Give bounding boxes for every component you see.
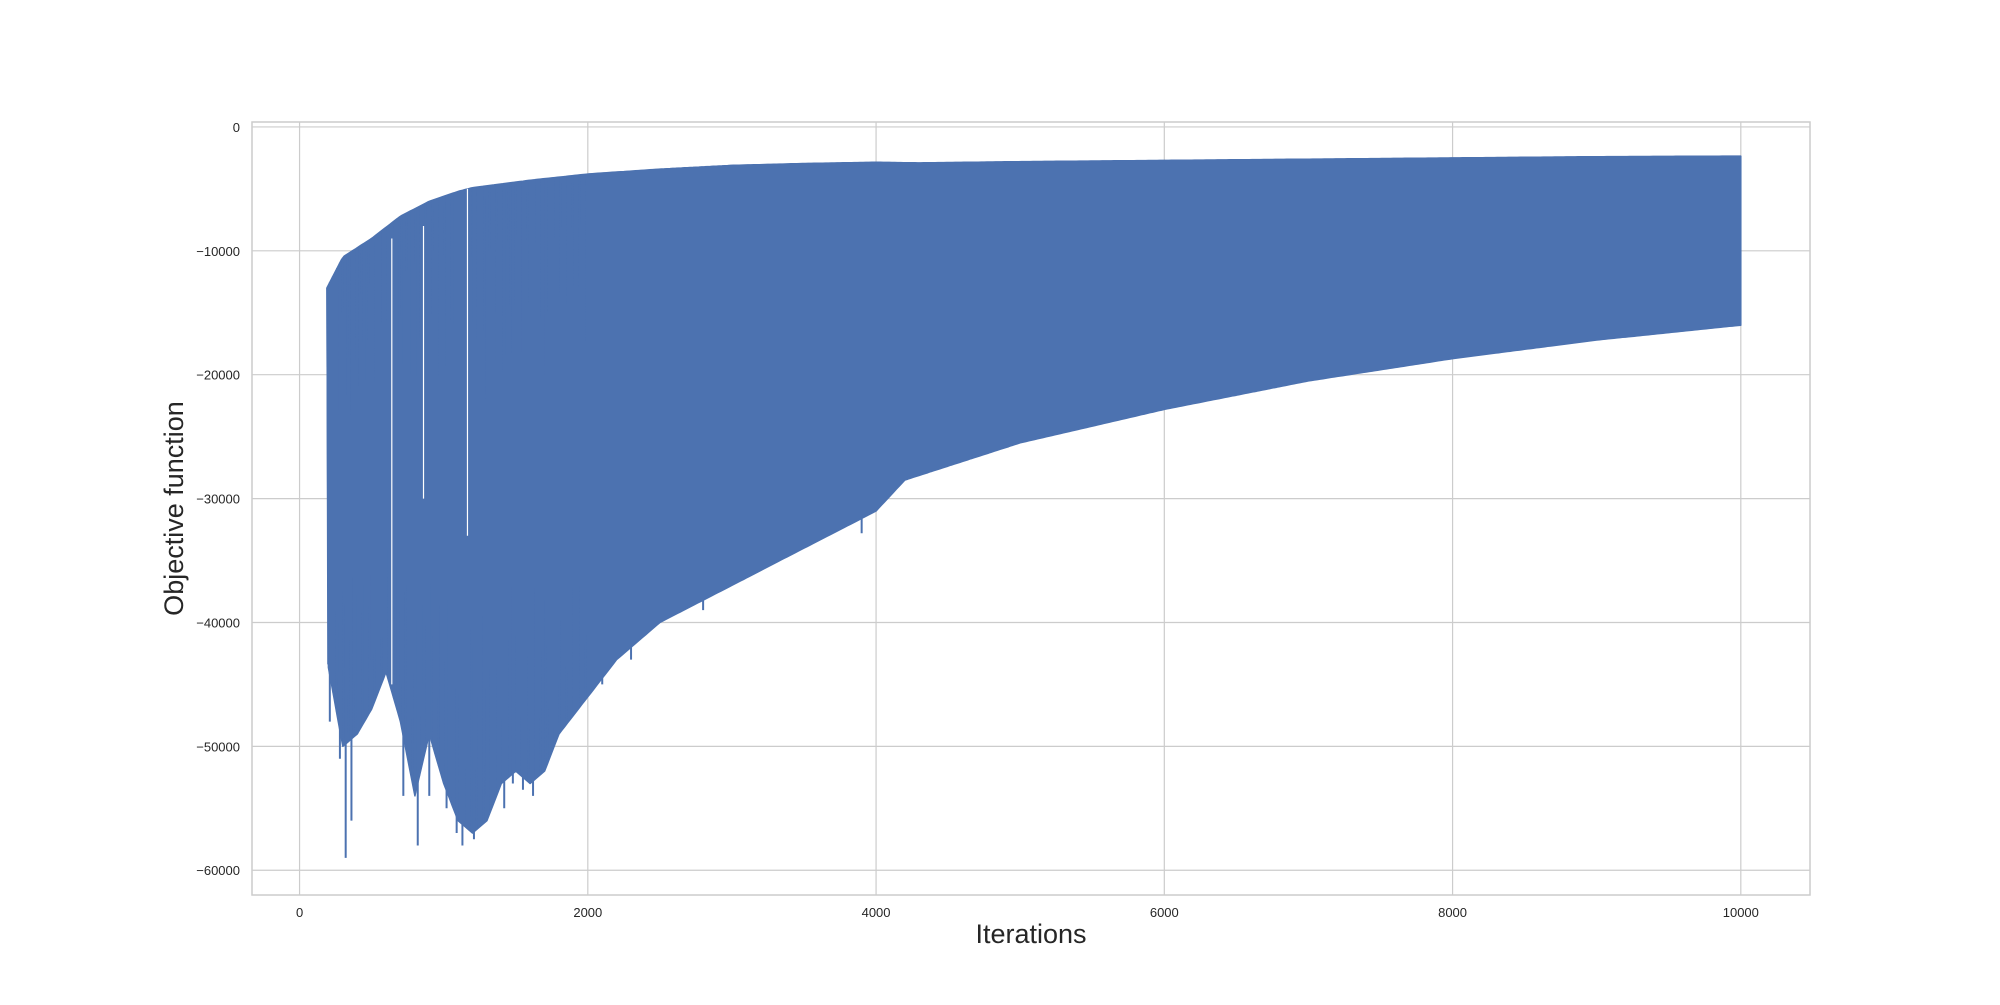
x-tick-label: 0 bbox=[296, 905, 303, 920]
y-ticks: 0 −10000 −20000 −30000 −40000 −50000 −60000 bbox=[196, 120, 240, 878]
x-tick-label: 2000 bbox=[573, 905, 602, 920]
y-tick-label: 0 bbox=[233, 120, 240, 135]
x-tick-label: 4000 bbox=[862, 905, 891, 920]
x-tick-label: 6000 bbox=[1150, 905, 1179, 920]
x-tick-label: 8000 bbox=[1438, 905, 1467, 920]
y-tick-label: −10000 bbox=[196, 244, 240, 259]
series-layer bbox=[326, 155, 1742, 858]
plot-frame bbox=[251, 121, 1811, 896]
y-tick-label: −40000 bbox=[196, 615, 240, 630]
x-axis-label: Iterations bbox=[975, 919, 1086, 949]
y-tick-label: −20000 bbox=[196, 368, 240, 383]
x-tick-label: 10000 bbox=[1723, 905, 1759, 920]
y-tick-label: −60000 bbox=[196, 863, 240, 878]
y-axis-label: Objective function bbox=[159, 401, 189, 616]
series-band bbox=[326, 155, 1742, 834]
y-tick-label: −50000 bbox=[196, 739, 240, 754]
y-tick-label: −30000 bbox=[196, 492, 240, 507]
x-ticks: 0 2000 4000 6000 8000 10000 bbox=[296, 905, 1759, 920]
